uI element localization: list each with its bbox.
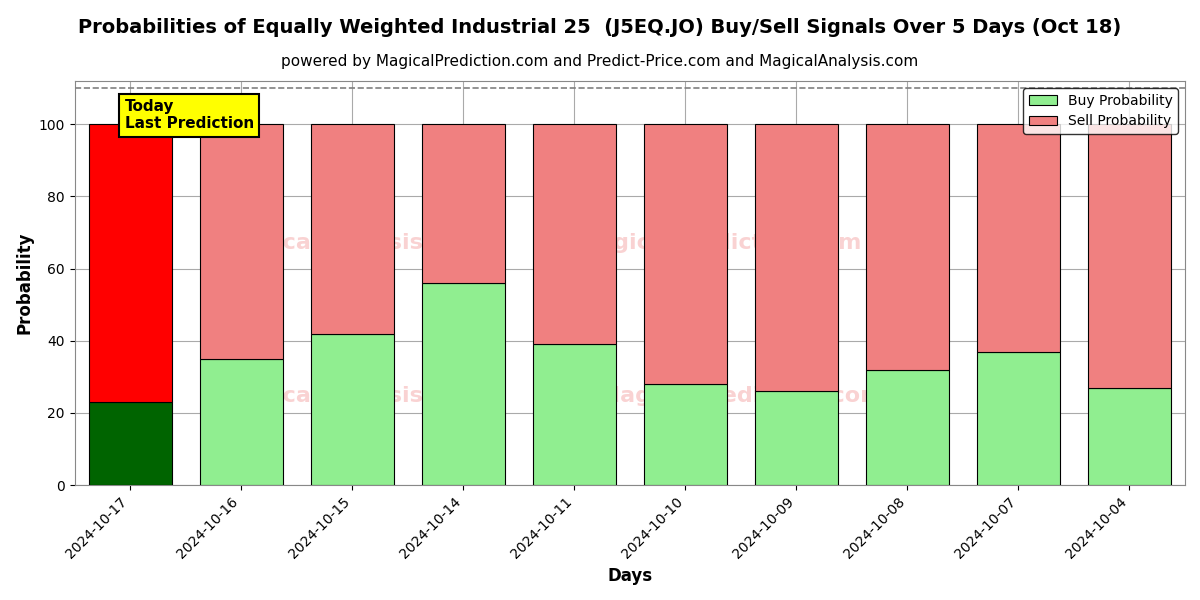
Text: MagicalAnalysis.com: MagicalAnalysis.com <box>222 233 482 253</box>
Bar <box>1088 124 1171 388</box>
Bar <box>533 344 616 485</box>
Bar <box>533 124 616 344</box>
Bar <box>311 334 394 485</box>
Bar <box>865 370 949 485</box>
Text: MagicalPrediction.com: MagicalPrediction.com <box>598 386 883 406</box>
Bar <box>199 359 283 485</box>
Text: MagicalPrediction.com: MagicalPrediction.com <box>576 233 862 253</box>
Text: powered by MagicalPrediction.com and Predict-Price.com and MagicalAnalysis.com: powered by MagicalPrediction.com and Pre… <box>281 54 919 69</box>
Bar <box>421 283 505 485</box>
Bar <box>643 384 727 485</box>
Bar <box>89 402 172 485</box>
Bar <box>89 124 172 402</box>
Bar <box>977 124 1060 352</box>
Bar <box>643 124 727 384</box>
Text: Today
Last Prediction: Today Last Prediction <box>125 99 254 131</box>
Bar <box>311 124 394 334</box>
X-axis label: Days: Days <box>607 567 653 585</box>
Bar <box>865 124 949 370</box>
Y-axis label: Probability: Probability <box>16 232 34 334</box>
Bar <box>199 124 283 359</box>
Text: MagicalAnalysis.com: MagicalAnalysis.com <box>222 386 482 406</box>
Bar <box>755 391 838 485</box>
Text: Probabilities of Equally Weighted Industrial 25  (J5EQ.JO) Buy/Sell Signals Over: Probabilities of Equally Weighted Indust… <box>78 18 1122 37</box>
Legend: Buy Probability, Sell Probability: Buy Probability, Sell Probability <box>1024 88 1178 134</box>
Bar <box>977 352 1060 485</box>
Bar <box>1088 388 1171 485</box>
Bar <box>421 124 505 283</box>
Bar <box>755 124 838 391</box>
